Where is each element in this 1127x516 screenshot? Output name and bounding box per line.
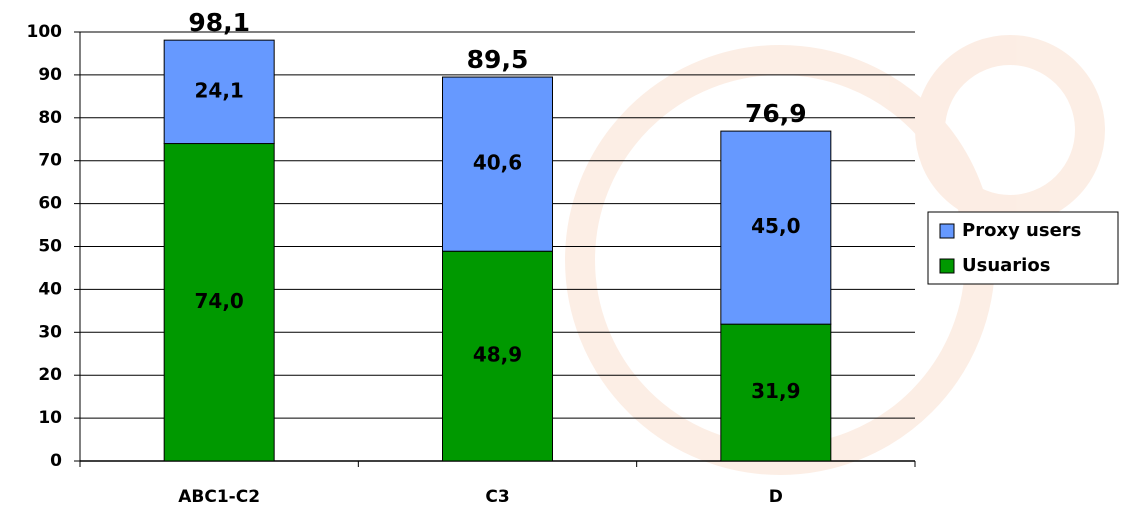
legend-swatch [939,258,955,274]
bar-segment [163,143,275,462]
y-tick-label: 70 [38,151,62,171]
bar-segment [163,39,275,145]
bar-segment [442,76,553,252]
y-tick-label: 30 [38,322,62,342]
value-label: 45,0 [751,214,800,238]
total-label: 89,5 [467,45,529,74]
x-tick-label: ABC1-C2 [178,487,260,507]
bar-segment [720,130,832,325]
value-label: 31,9 [751,379,800,403]
value-label: 40,6 [473,151,522,175]
y-tick-label: 0 [50,451,62,471]
y-tick-label: 10 [38,408,62,428]
x-tick-label: D [769,487,783,507]
bar-segment [720,323,832,462]
y-tick-label: 20 [38,365,62,385]
total-label: 98,1 [188,8,250,37]
y-tick-label: 40 [38,279,62,299]
bar-segment [442,250,553,462]
y-tick-label: 100 [27,22,63,42]
legend-label: Usuarios [962,255,1050,276]
legend-box [927,211,1119,285]
value-label: 48,9 [473,343,522,367]
y-tick-label: 60 [38,194,62,214]
value-label: 24,1 [194,78,243,102]
total-label: 76,9 [745,99,807,128]
legend-label: Proxy users [962,220,1081,241]
legend-swatch [939,223,955,239]
y-tick-label: 80 [38,108,62,128]
y-tick-label: 50 [38,237,62,257]
y-tick-label: 90 [38,65,62,85]
value-label: 74,0 [194,289,243,313]
x-tick-label: C3 [485,487,509,507]
